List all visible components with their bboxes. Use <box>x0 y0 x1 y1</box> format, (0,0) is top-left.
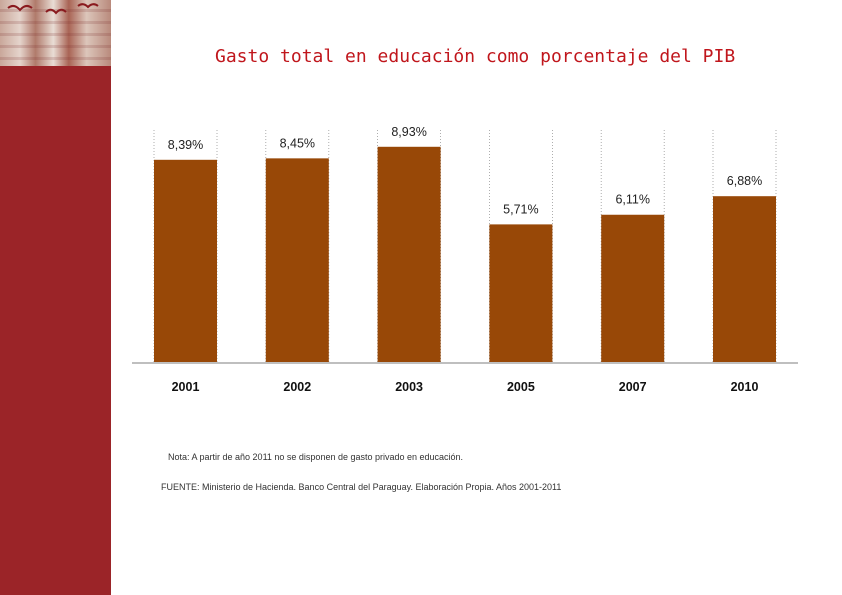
sidebar-band <box>0 0 111 595</box>
chart-note: Nota: A partir de año 2011 no se dispone… <box>168 452 464 462</box>
category-label: 2002 <box>283 380 311 394</box>
photo-strip-texture <box>0 0 111 66</box>
bar-2003 <box>377 146 441 362</box>
bar-guides <box>153 130 777 362</box>
bar-group <box>154 146 776 362</box>
category-label: 2010 <box>731 380 759 394</box>
bar-2010 <box>713 196 776 362</box>
bar-2007 <box>601 214 665 362</box>
chart-title: Gasto total en educación como porcentaje… <box>215 46 736 67</box>
value-label: 5,71% <box>503 202 538 216</box>
value-label: 6,11% <box>615 193 650 207</box>
header-photo-strip <box>0 0 111 66</box>
value-label: 8,93% <box>391 125 426 139</box>
category-label: 2003 <box>395 380 423 394</box>
birds-icon <box>7 3 99 15</box>
bar-2005 <box>489 224 553 362</box>
category-label: 2001 <box>172 380 200 394</box>
value-label: 8,45% <box>280 136 315 150</box>
category-label: 2007 <box>619 380 647 394</box>
value-label-group: 8,39% 8,45% 8,93% 5,71% 6,11% 6,88% <box>168 125 762 217</box>
bar-2001 <box>154 159 217 362</box>
value-label: 8,39% <box>168 138 203 152</box>
bar-2002 <box>265 158 329 362</box>
category-label-group: 2001 2002 2003 2005 2007 2010 <box>172 380 759 394</box>
chart-source: FUENTE: Ministerio de Hacienda. Banco Ce… <box>161 482 562 492</box>
value-label: 6,88% <box>727 174 762 188</box>
category-label: 2005 <box>507 380 535 394</box>
